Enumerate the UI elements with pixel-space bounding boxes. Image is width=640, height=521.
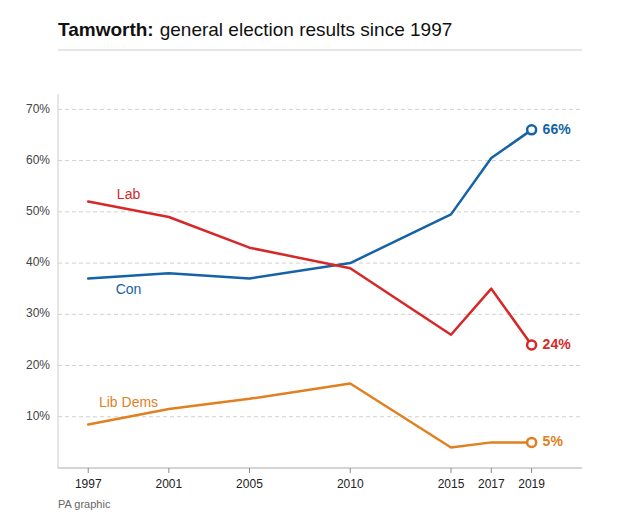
x-tick-label: 2015	[438, 477, 465, 491]
y-tick-label: 50%	[26, 204, 50, 218]
y-tick-label: 10%	[26, 409, 50, 423]
value-label: 66%	[543, 121, 572, 137]
y-tick-label: 70%	[26, 102, 50, 116]
y-tick-label: 30%	[26, 306, 50, 320]
plot-area	[88, 125, 536, 447]
chart-svg: Tamworth: general election results since …	[0, 0, 640, 521]
x-tick	[88, 468, 89, 473]
x-tick-label: 2001	[155, 477, 182, 491]
end-marker	[527, 341, 536, 350]
series-label: Lab	[117, 186, 141, 202]
grid-line	[58, 365, 582, 366]
y-tick-label: 40%	[26, 255, 50, 269]
y-axis-line	[58, 94, 59, 468]
x-tick	[491, 468, 492, 473]
title-bold: Tamworth:	[58, 19, 154, 40]
x-tick-label: 2019	[518, 477, 545, 491]
x-axis: 1997 2001 2005 2010 2015 2017 2019	[58, 468, 582, 491]
x-tick-label: 2017	[478, 477, 505, 491]
series-line	[88, 383, 531, 447]
end-marker	[527, 125, 536, 134]
title-normal: general election results since 1997	[160, 19, 453, 40]
x-tick	[249, 468, 250, 473]
x-tick-label: 2010	[337, 477, 364, 491]
labels: 66% Con 24% Lab 5% Lib Dems	[99, 121, 571, 450]
y-tick-label: 20%	[26, 358, 50, 372]
series-line	[88, 202, 531, 345]
footer: PA graphic	[58, 498, 111, 510]
y-tick-label: 60%	[26, 153, 50, 167]
grid-line	[58, 160, 582, 161]
value-label: 5%	[543, 433, 564, 449]
series-label: Lib Dems	[99, 394, 158, 410]
grid-line	[58, 314, 582, 315]
x-tick-label: 1997	[75, 477, 102, 491]
end-marker	[527, 438, 536, 447]
x-tick	[451, 468, 452, 473]
series-line	[88, 130, 531, 279]
chart-container: Tamworth: general election results since …	[0, 0, 640, 521]
grid-line	[58, 109, 582, 110]
title: Tamworth: general election results since …	[58, 19, 452, 40]
x-tick	[350, 468, 351, 473]
x-axis-line	[58, 468, 582, 469]
x-tick	[168, 468, 169, 473]
series-label: Con	[116, 281, 142, 297]
title-rule	[58, 50, 582, 51]
y-axis: 10% 20% 30% 40% 50% 60% 70%	[26, 94, 582, 468]
x-tick-label: 2005	[236, 477, 263, 491]
x-tick	[531, 468, 532, 473]
value-label: 24%	[543, 336, 572, 352]
